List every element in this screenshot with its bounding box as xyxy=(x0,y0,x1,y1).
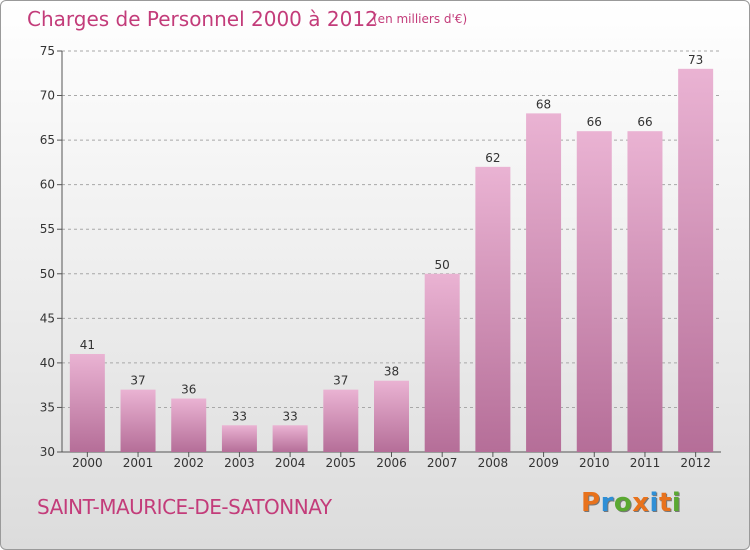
proxiti-logo[interactable]: Proxiti xyxy=(581,488,681,518)
bar xyxy=(627,131,663,452)
x-tick-label: 2007 xyxy=(427,456,458,470)
x-tick-label: 2010 xyxy=(579,456,610,470)
data-label: 66 xyxy=(587,115,602,129)
data-label: 73 xyxy=(688,53,703,67)
bar xyxy=(475,166,511,452)
commune-name: SAINT-MAURICE-DE-SATONNAY xyxy=(37,495,332,519)
data-label: 36 xyxy=(181,383,196,397)
bar xyxy=(374,380,409,452)
logo-letter: x xyxy=(632,488,650,518)
logo-letter: P xyxy=(581,488,601,518)
chart-title: Charges de Personnel 2000 à 2012 xyxy=(27,7,378,31)
data-label: 38 xyxy=(384,365,399,379)
bar xyxy=(120,389,156,452)
y-tick-label: 30 xyxy=(40,445,55,459)
grid-lines xyxy=(62,50,721,408)
logo-letter: t xyxy=(658,488,672,518)
bar xyxy=(424,273,460,452)
x-tick-label: 2005 xyxy=(326,456,357,470)
logo-letter: i xyxy=(671,488,682,518)
x-tick-label: 2004 xyxy=(275,456,306,470)
logo-letter: i xyxy=(649,488,659,518)
y-tick-label: 35 xyxy=(40,400,55,414)
x-tick-label: 2012 xyxy=(680,456,711,470)
logo-letter: o xyxy=(613,488,633,518)
bar xyxy=(678,68,714,453)
bar xyxy=(323,389,359,452)
data-label: 62 xyxy=(485,151,500,165)
logo-letter: r xyxy=(600,488,614,518)
bars xyxy=(69,68,714,453)
data-label: 33 xyxy=(232,409,247,423)
bar xyxy=(69,353,105,452)
x-tick-label: 2002 xyxy=(173,456,204,470)
x-tick-label: 2000 xyxy=(72,456,103,470)
data-label: 68 xyxy=(536,97,551,111)
chart-subtitle: (en milliers d'€) xyxy=(373,12,468,26)
bar xyxy=(221,425,257,452)
y-tick-label: 70 xyxy=(40,89,55,103)
y-tick-label: 65 xyxy=(40,133,55,147)
y-tick-label: 40 xyxy=(40,356,55,370)
bar xyxy=(171,398,207,452)
data-label: 37 xyxy=(130,374,145,388)
x-tick-label: 2006 xyxy=(376,456,407,470)
y-tick-label: 45 xyxy=(40,311,55,325)
x-tick-label: 2003 xyxy=(224,456,255,470)
y-tick-label: 50 xyxy=(40,267,55,281)
data-label: 33 xyxy=(282,409,297,423)
axes: 30 35 40 45 50 55 60 65 70 75 2000 2001 2002 2003 2004… xyxy=(40,44,721,470)
y-tick-label: 55 xyxy=(40,222,55,236)
bar xyxy=(272,425,308,452)
bar xyxy=(576,131,612,452)
y-tick-label: 75 xyxy=(40,44,55,58)
data-labels: 41 37 36 33 33 37 38 50 62 68 66 66 73 xyxy=(80,53,704,423)
x-tick-label: 2011 xyxy=(630,456,661,470)
data-label: 37 xyxy=(333,374,348,388)
x-tick-label: 2008 xyxy=(478,456,509,470)
data-label: 66 xyxy=(637,115,652,129)
x-tick-label: 2001 xyxy=(123,456,154,470)
x-tick-label: 2009 xyxy=(528,456,559,470)
data-label: 41 xyxy=(80,338,95,352)
data-label: 50 xyxy=(435,258,450,272)
y-tick-label: 60 xyxy=(40,178,55,192)
bar xyxy=(526,113,562,452)
